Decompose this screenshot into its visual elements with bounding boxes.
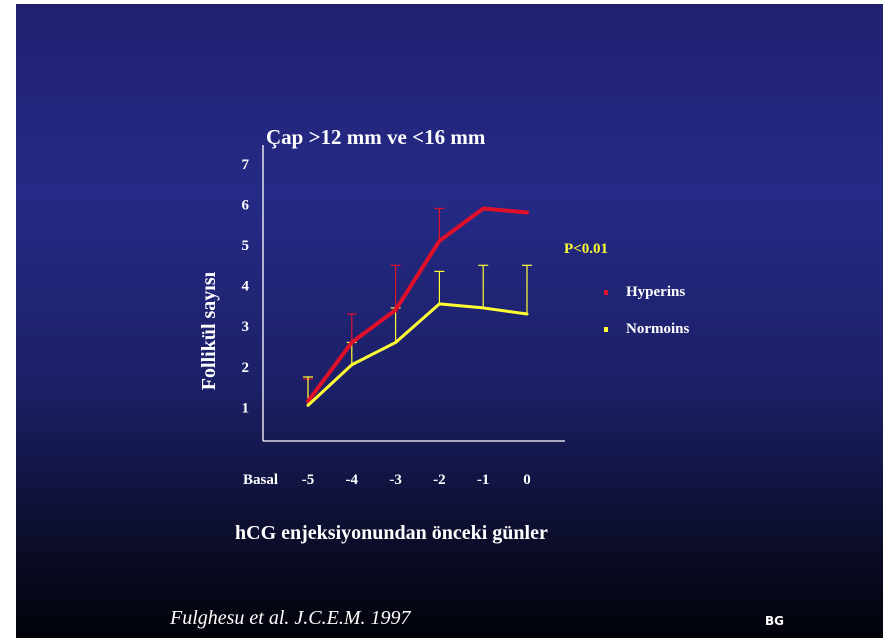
slide: Çap >12 mm ve <16 mm Follikül sayısı hCG… [16,4,883,638]
legend-marker [604,327,608,332]
legend-label: Normoins [626,321,689,337]
series-line-hyperins [306,206,529,404]
x-axis-label: hCG enjeksiyonundan önceki günler [235,522,548,544]
error-bars [303,207,532,406]
x-tick-label: -3 [389,472,402,488]
legend-marker [604,290,608,295]
p-value-annotation: P<0.01 [564,241,608,257]
legend: Hyperins Normoins [604,284,689,337]
line-chart: Çap >12 mm ve <16 mm Follikül sayısı hCG… [198,125,689,544]
x-tick-label: -5 [302,472,315,488]
x-tick-label: -1 [477,472,490,488]
chart-title: Çap >12 mm ve <16 mm [266,125,486,149]
y-tick-labels: 1 2 3 4 5 6 7 [242,157,250,417]
x-tick-label: -4 [346,472,359,488]
x-tick-label-basal: Basal [243,472,278,488]
y-tick-label: 4 [242,279,250,295]
citation: Fulghesu et al. J.C.E.M. 1997 [170,607,411,629]
series-lines [306,206,529,407]
y-axis-label: Follikül sayısı [198,271,220,390]
y-tick-label: 6 [242,197,250,213]
y-tick-label: 7 [242,157,250,173]
y-tick-label: 5 [242,238,250,254]
y-tick-label: 2 [242,360,250,376]
y-tick-label: 3 [242,319,250,335]
x-tick-label: 0 [523,472,531,488]
y-tick-label: 1 [242,400,250,416]
legend-label: Hyperins [626,284,685,300]
x-tick-label: -2 [433,472,446,488]
bg-badge: BG [765,614,784,628]
x-tick-labels: -5 -4 -3 -2 -1 0 [302,472,531,488]
series-line-normoins [306,302,529,407]
